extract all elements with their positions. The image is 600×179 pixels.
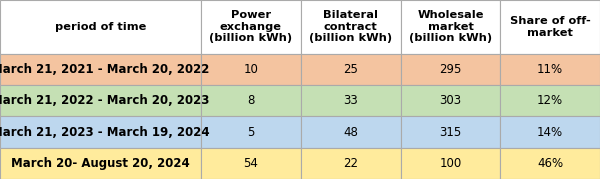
Text: 315: 315: [439, 125, 461, 139]
Text: 100: 100: [439, 157, 461, 170]
Text: 14%: 14%: [537, 125, 563, 139]
Text: 11%: 11%: [537, 63, 563, 76]
Text: Wholesale
market
(billion kWh): Wholesale market (billion kWh): [409, 10, 492, 43]
Bar: [201, 116, 301, 148]
Text: Bilateral
contract
(billion kWh): Bilateral contract (billion kWh): [309, 10, 392, 43]
Bar: [500, 54, 600, 85]
Bar: [201, 54, 301, 85]
Bar: [0, 85, 201, 116]
Text: Power
exchange
(billion kWh): Power exchange (billion kWh): [209, 10, 292, 43]
Text: Share of off-
market: Share of off- market: [510, 16, 590, 38]
Bar: [201, 148, 301, 179]
Text: period of time: period of time: [55, 22, 146, 32]
Bar: [301, 0, 401, 54]
Text: 295: 295: [439, 63, 461, 76]
Text: March 21, 2022 - March 20, 2023: March 21, 2022 - March 20, 2023: [0, 94, 209, 107]
Text: 5: 5: [247, 125, 254, 139]
Bar: [201, 85, 301, 116]
Bar: [0, 116, 201, 148]
Text: 10: 10: [244, 63, 259, 76]
Bar: [401, 116, 500, 148]
Bar: [401, 54, 500, 85]
Text: 48: 48: [343, 125, 358, 139]
Text: 54: 54: [244, 157, 259, 170]
Bar: [301, 85, 401, 116]
Bar: [301, 116, 401, 148]
Text: 25: 25: [343, 63, 358, 76]
Bar: [401, 148, 500, 179]
Text: 33: 33: [343, 94, 358, 107]
Bar: [401, 85, 500, 116]
Bar: [301, 148, 401, 179]
Text: March 21, 2021 - March 20, 2022: March 21, 2021 - March 20, 2022: [0, 63, 209, 76]
Bar: [0, 54, 201, 85]
Bar: [201, 0, 301, 54]
Bar: [500, 85, 600, 116]
Bar: [500, 116, 600, 148]
Text: 46%: 46%: [537, 157, 563, 170]
Bar: [500, 0, 600, 54]
Bar: [0, 148, 201, 179]
Text: 22: 22: [343, 157, 358, 170]
Text: 12%: 12%: [537, 94, 563, 107]
Text: March 20- August 20, 2024: March 20- August 20, 2024: [11, 157, 190, 170]
Bar: [301, 54, 401, 85]
Bar: [500, 148, 600, 179]
Text: 303: 303: [439, 94, 461, 107]
Bar: [0, 0, 201, 54]
Text: 8: 8: [247, 94, 254, 107]
Bar: [401, 0, 500, 54]
Text: March 21, 2023 - March 19, 2024: March 21, 2023 - March 19, 2024: [0, 125, 210, 139]
